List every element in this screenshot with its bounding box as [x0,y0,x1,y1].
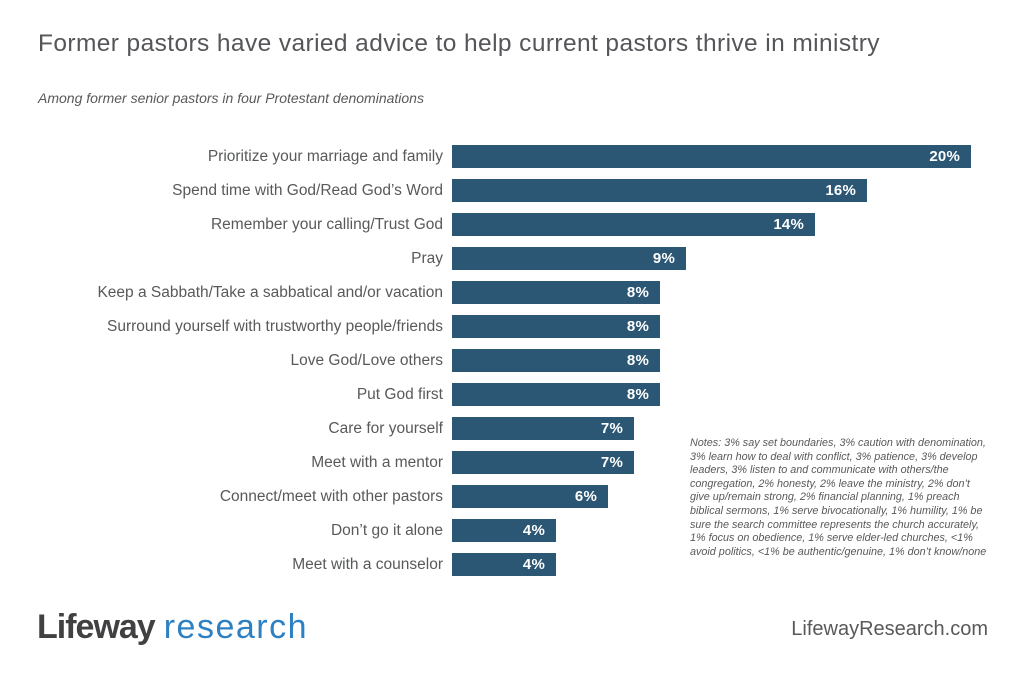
category-label: Surround yourself with trustworthy peopl… [107,317,443,335]
bar-row: Connect/meet with other pastors 6% [0,485,1024,508]
value-label: 14% [773,216,804,233]
bar: 7% [452,451,634,474]
value-label: 7% [600,454,623,471]
bar-row: Love God/Love others 8% [0,349,1024,372]
bar-track: 7% [452,417,1024,440]
website-url: LifewayResearch.com [791,618,988,640]
bar-row: Pray 9% [0,247,1024,270]
bar-track: 8% [452,383,1024,406]
category-label: Connect/meet with other pastors [219,487,443,505]
bar: 6% [452,485,608,508]
value-label: 16% [825,182,856,199]
value-label: 8% [626,318,649,335]
bar: 4% [452,553,556,576]
notes-text: Notes: 3% say set boundaries, 3% caution… [690,437,987,558]
value-label: 7% [600,420,623,437]
bar-track: 4% [452,519,1024,542]
bar: 8% [452,281,660,304]
bar: 4% [452,519,556,542]
value-label: 20% [929,148,960,165]
bar-row: Care for yourself 7% [0,417,1024,440]
horizontal-bar-chart: Prioritize your marriage and family 20% Sp… [0,145,1024,587]
bar-track: 20% [452,145,1024,168]
bar: 14% [452,213,815,236]
bar: 9% [452,247,686,270]
bar-row: Meet with a mentor 7% [0,451,1024,474]
value-label: 6% [574,488,597,505]
bar-track: 7% [452,451,1024,474]
bar: 20% [452,145,971,168]
category-label: Don’t go it alone [330,521,443,539]
bar-track: 14% [452,213,1024,236]
bar-row: Don’t go it alone 4% [0,519,1024,542]
category-label: Care for yourself [328,419,443,437]
category-label: Meet with a mentor [311,453,443,471]
logo-research-text: research [163,608,308,646]
category-label: Pray [411,249,443,267]
bar-track: 4% [452,553,1024,576]
bar: 8% [452,315,660,338]
chart-subtitle: Among former senior pastors in four Prot… [38,90,424,106]
bar: 8% [452,383,660,406]
value-label: 9% [652,250,675,267]
category-label: Prioritize your marriage and family [207,147,443,165]
bar: 16% [452,179,867,202]
category-label: Spend time with God/Read God’s Word [172,181,443,199]
bar-track: 9% [452,247,1024,270]
bar-row: Spend time with God/Read God’s Word 16% [0,179,1024,202]
value-label: 4% [522,556,545,573]
value-label: 4% [522,522,545,539]
category-label: Remember your calling/Trust God [210,215,443,233]
value-label: 8% [626,284,649,301]
bar-track: 8% [452,349,1024,372]
page-title: Former pastors have varied advice to hel… [38,30,880,57]
logo-lifeway-text: Lifeway [37,608,156,646]
bar-row: Prioritize your marriage and family 20% [0,145,1024,168]
bar-track: 6% [452,485,1024,508]
category-label: Love God/Love others [290,351,443,369]
bar-track: 16% [452,179,1024,202]
bar-row: Meet with a counselor 4% [0,553,1024,576]
bar-track: 8% [452,315,1024,338]
lifeway-research-logo: Lifeway research [37,608,308,647]
category-label: Keep a Sabbath/Take a sabbatical and/or … [97,283,443,301]
category-label: Meet with a counselor [292,555,443,573]
bar-row: Remember your calling/Trust God 14% [0,213,1024,236]
category-label: Put God first [356,385,443,403]
bar-row: Keep a Sabbath/Take a sabbatical and/or … [0,281,1024,304]
bar-row: Surround yourself with trustworthy peopl… [0,315,1024,338]
bar-track: 8% [452,281,1024,304]
bar: 7% [452,417,634,440]
bar: 8% [452,349,660,372]
bar-row: Put God first 8% [0,383,1024,406]
value-label: 8% [626,352,649,369]
value-label: 8% [626,386,649,403]
